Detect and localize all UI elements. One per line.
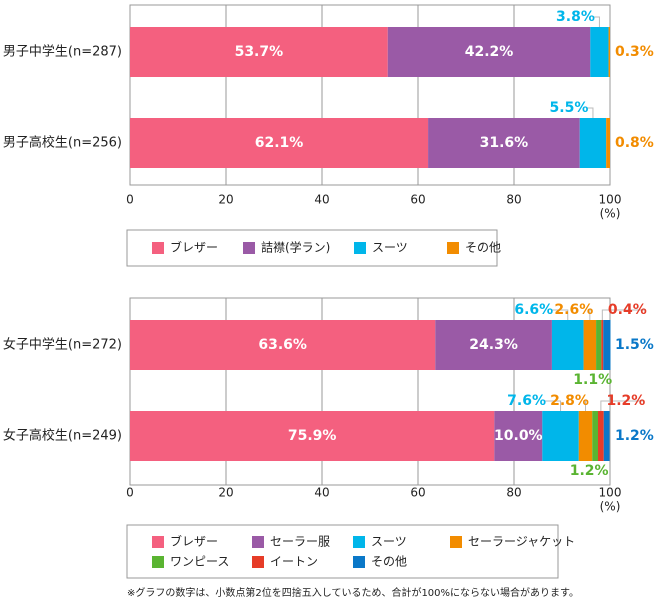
x-tick-label: 0 <box>126 193 134 207</box>
bar-segment <box>606 118 610 168</box>
bar-segment <box>592 411 598 461</box>
category-label: 男子高校生(n=256) <box>3 135 122 151</box>
value-label: 3.8% <box>556 9 595 25</box>
category-label: 男子中学生(n=287) <box>3 44 122 60</box>
value-label: 6.6% <box>514 302 553 318</box>
value-label: 1.2% <box>615 428 654 444</box>
bar-segment <box>603 411 610 461</box>
legend-label: セーラージャケット <box>468 535 575 549</box>
legend-label: ブレザー <box>170 240 218 255</box>
legend-label: スーツ <box>372 241 408 255</box>
value-label: 0.4% <box>608 302 647 318</box>
value-label: 2.6% <box>554 302 593 318</box>
value-label: 42.2% <box>465 44 514 60</box>
leader-line <box>586 107 594 118</box>
value-label: 63.6% <box>258 337 307 353</box>
legend-swatch <box>353 536 365 548</box>
value-label: 31.6% <box>480 135 529 151</box>
x-tick-label: 0 <box>126 486 134 500</box>
x-tick-label: 80 <box>506 486 521 500</box>
value-label: 75.9% <box>288 428 337 444</box>
value-label: 24.3% <box>469 337 518 353</box>
legend-label: セーラー服 <box>270 535 330 549</box>
bar-segment <box>494 411 543 461</box>
legend-swatch <box>450 536 462 548</box>
bar-segment <box>387 27 591 77</box>
legend-swatch <box>252 556 264 568</box>
legend-swatch <box>152 556 164 568</box>
value-label: 5.5% <box>550 100 589 116</box>
bar-segment <box>130 411 495 461</box>
legend-label: スーツ <box>371 535 407 549</box>
legend-label: ブレザー <box>170 534 218 549</box>
footnote: ※グラフの数字は、小数点第2位を四捨五入しているため、合計が100%にならない場… <box>127 586 579 599</box>
leader-line <box>600 400 644 411</box>
legend-swatch <box>152 536 164 548</box>
legend-box <box>126 524 559 579</box>
x-axis-unit: (%) <box>600 500 621 514</box>
leader-line <box>593 16 600 27</box>
x-tick-label: 100 <box>599 486 622 500</box>
x-tick-label: 40 <box>314 193 329 207</box>
value-label: 1.1% <box>573 372 612 388</box>
bar-segment <box>435 320 552 370</box>
leader-line <box>544 400 562 411</box>
legend-swatch <box>353 556 365 568</box>
bar-segment <box>428 118 580 168</box>
legend-box <box>126 229 498 267</box>
x-tick-label: 60 <box>410 486 425 500</box>
value-label: 1.5% <box>615 337 654 353</box>
bar-segment <box>596 320 602 370</box>
x-tick-label: 20 <box>218 486 233 500</box>
leader-line <box>601 309 646 320</box>
value-label: 1.2% <box>606 393 645 409</box>
bar-segment <box>542 411 579 461</box>
leader-line <box>585 400 588 411</box>
x-tick-label: 80 <box>506 193 521 207</box>
bar-segment <box>578 411 593 461</box>
category-label: 女子中学生(n=272) <box>3 337 122 353</box>
value-label: 1.2% <box>570 463 609 479</box>
bar-segment <box>579 118 607 168</box>
leader-line <box>589 309 592 320</box>
legend-swatch <box>243 242 255 254</box>
legend-label: イートン <box>270 555 318 569</box>
bar-segment <box>551 320 584 370</box>
value-label: 7.6% <box>507 393 546 409</box>
value-label: 53.7% <box>235 44 284 60</box>
value-label: 2.8% <box>550 393 589 409</box>
legend-label: その他 <box>371 555 407 569</box>
bar-segment <box>598 411 604 461</box>
bar-segment <box>603 320 611 370</box>
bar-segment <box>590 27 609 77</box>
bar-segment <box>130 27 388 77</box>
bar-segment <box>130 320 436 370</box>
x-tick-label: 40 <box>314 486 329 500</box>
legend-swatch <box>152 242 164 254</box>
legend-swatch <box>447 242 459 254</box>
legend-swatch <box>354 242 366 254</box>
x-tick-label: 20 <box>218 193 233 207</box>
bar-segment <box>583 320 597 370</box>
legend-label: ワンピース <box>170 555 229 569</box>
category-label: 女子高校生(n=249) <box>3 428 122 444</box>
value-label: 0.3% <box>615 44 654 60</box>
leader-line <box>551 309 569 320</box>
legend-swatch <box>252 536 264 548</box>
bar-segment <box>130 118 429 168</box>
x-tick-label: 100 <box>599 193 622 207</box>
value-label: 0.8% <box>615 135 654 151</box>
x-tick-label: 60 <box>410 193 425 207</box>
value-label: 62.1% <box>255 135 304 151</box>
value-label: 10.0% <box>494 428 543 444</box>
bar-segment <box>601 320 604 370</box>
x-axis-unit: (%) <box>600 207 621 221</box>
legend-label: その他 <box>465 241 501 255</box>
bar-segment <box>608 27 610 77</box>
legend-label: 詰襟(学ラン) <box>261 240 330 255</box>
